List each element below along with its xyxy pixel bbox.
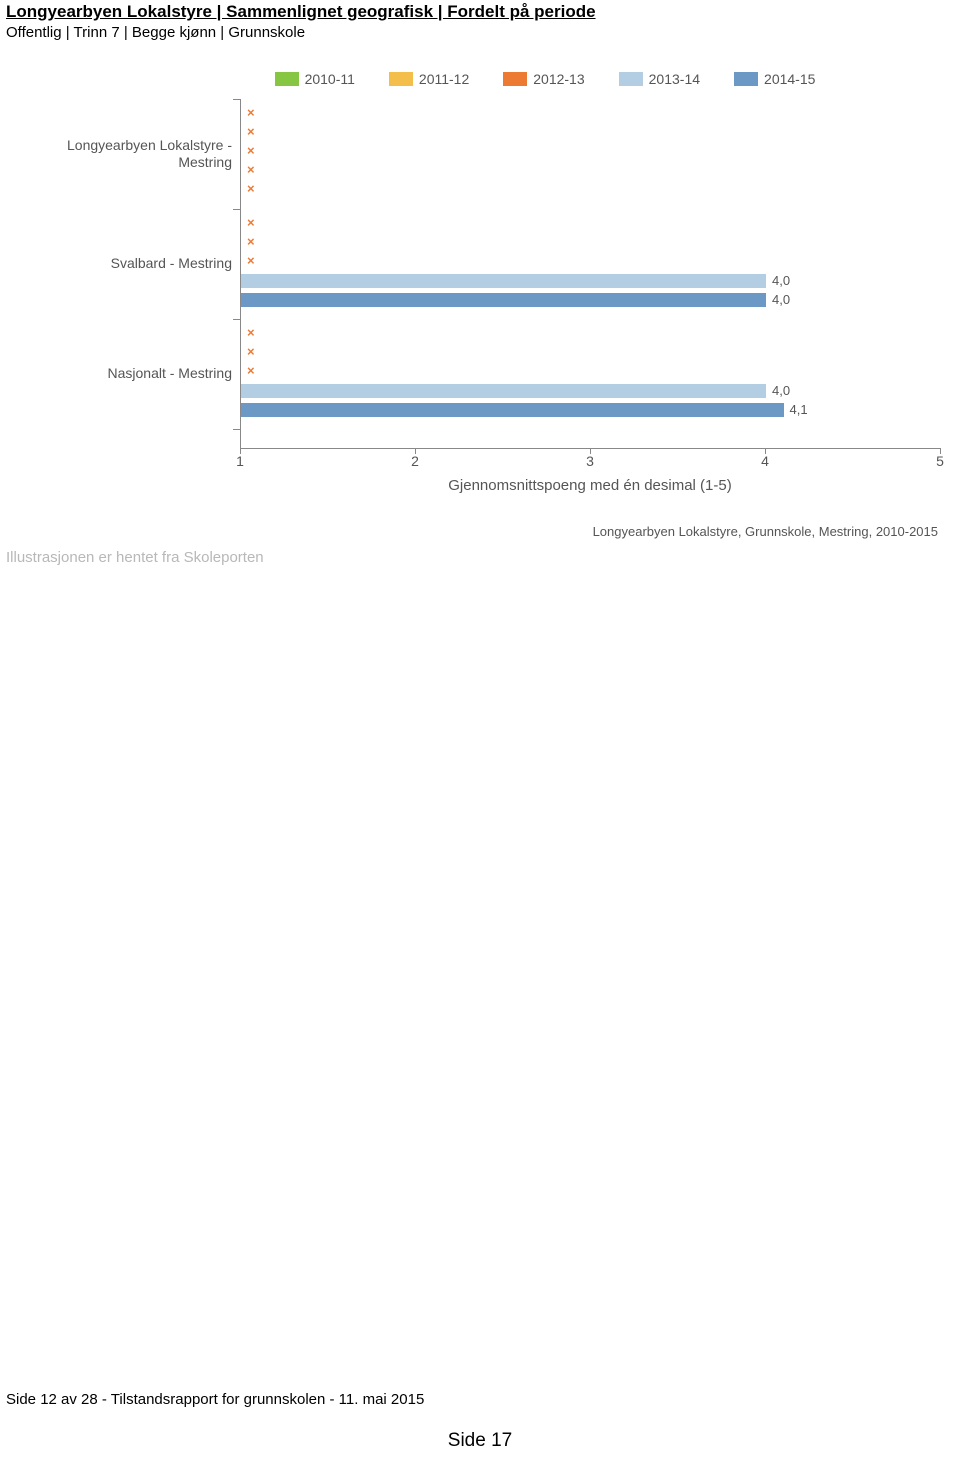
- group-tick: [233, 209, 241, 210]
- missing-marker: ×: [247, 126, 259, 138]
- x-tick-label: 2: [411, 453, 419, 469]
- bar: [241, 384, 766, 398]
- group-tick: [233, 99, 241, 100]
- legend-label: 2014-15: [764, 71, 815, 87]
- x-axis: 12345: [240, 449, 940, 473]
- chart-container: 2010-11 2011-12 2012-13 2013-14 2014-15 Long…: [20, 71, 940, 494]
- missing-marker: ×: [247, 107, 259, 119]
- bar-value-label: 4,1: [790, 402, 808, 417]
- chart-legend: 2010-11 2011-12 2012-13 2013-14 2014-15: [150, 71, 940, 87]
- x-tick-label: 5: [936, 453, 944, 469]
- missing-marker: ×: [247, 255, 259, 267]
- missing-marker: ×: [247, 346, 259, 358]
- missing-marker: ×: [247, 327, 259, 339]
- legend-swatch: [389, 72, 413, 86]
- footer-left: Side 12 av 28 - Tilstandsrapport for gru…: [6, 1391, 424, 1408]
- legend-label: 2012-13: [533, 71, 584, 87]
- missing-marker: ×: [247, 145, 259, 157]
- chart-caption: Longyearbyen Lokalstyre, Grunnskole, Mes…: [0, 524, 938, 539]
- bar: [241, 274, 766, 288]
- legend-item: 2012-13: [503, 71, 584, 87]
- legend-item: 2013-14: [619, 71, 700, 87]
- footer-page-number: Side 17: [0, 1430, 960, 1452]
- legend-label: 2011-12: [419, 71, 469, 87]
- x-tick-label: 3: [586, 453, 594, 469]
- bar-value-label: 4,0: [772, 383, 790, 398]
- bar-value-label: 4,0: [772, 292, 790, 307]
- legend-label: 2010-11: [305, 71, 355, 87]
- page-title: Longyearbyen Lokalstyre | Sammenlignet g…: [0, 0, 960, 22]
- legend-item: 2011-12: [389, 71, 469, 87]
- group-tick: [233, 319, 241, 320]
- missing-marker: ×: [247, 365, 259, 377]
- chart-plot: Longyearbyen Lokalstyre - MestringSvalba…: [20, 99, 940, 449]
- legend-item: 2014-15: [734, 71, 815, 87]
- page-subtitle: Offentlig | Trinn 7 | Begge kjønn | Grun…: [0, 22, 960, 41]
- legend-swatch: [275, 72, 299, 86]
- y-category-label: Nasjonalt - Mestring: [20, 319, 240, 429]
- x-tick-label: 1: [236, 453, 244, 469]
- legend-swatch: [503, 72, 527, 86]
- legend-swatch: [619, 72, 643, 86]
- bar: [241, 403, 784, 417]
- legend-swatch: [734, 72, 758, 86]
- x-tick-label: 4: [761, 453, 769, 469]
- missing-marker: ×: [247, 217, 259, 229]
- legend-item: 2010-11: [275, 71, 355, 87]
- legend-label: 2013-14: [649, 71, 700, 87]
- y-axis-labels: Longyearbyen Lokalstyre - MestringSvalba…: [20, 99, 240, 449]
- y-category-label: Svalbard - Mestring: [20, 209, 240, 319]
- source-note: Illustrasjonen er hentet fra Skoleporten: [6, 549, 960, 566]
- missing-marker: ×: [247, 164, 259, 176]
- group-tick: [233, 429, 241, 430]
- bar-value-label: 4,0: [772, 273, 790, 288]
- y-category-label: Longyearbyen Lokalstyre - Mestring: [20, 99, 240, 209]
- plot-area: ××××××××4,04,0×××4,04,1: [240, 99, 940, 449]
- bar: [241, 293, 766, 307]
- missing-marker: ×: [247, 183, 259, 195]
- missing-marker: ×: [247, 236, 259, 248]
- x-axis-label: Gjennomsnittspoeng med én desimal (1-5): [240, 477, 940, 494]
